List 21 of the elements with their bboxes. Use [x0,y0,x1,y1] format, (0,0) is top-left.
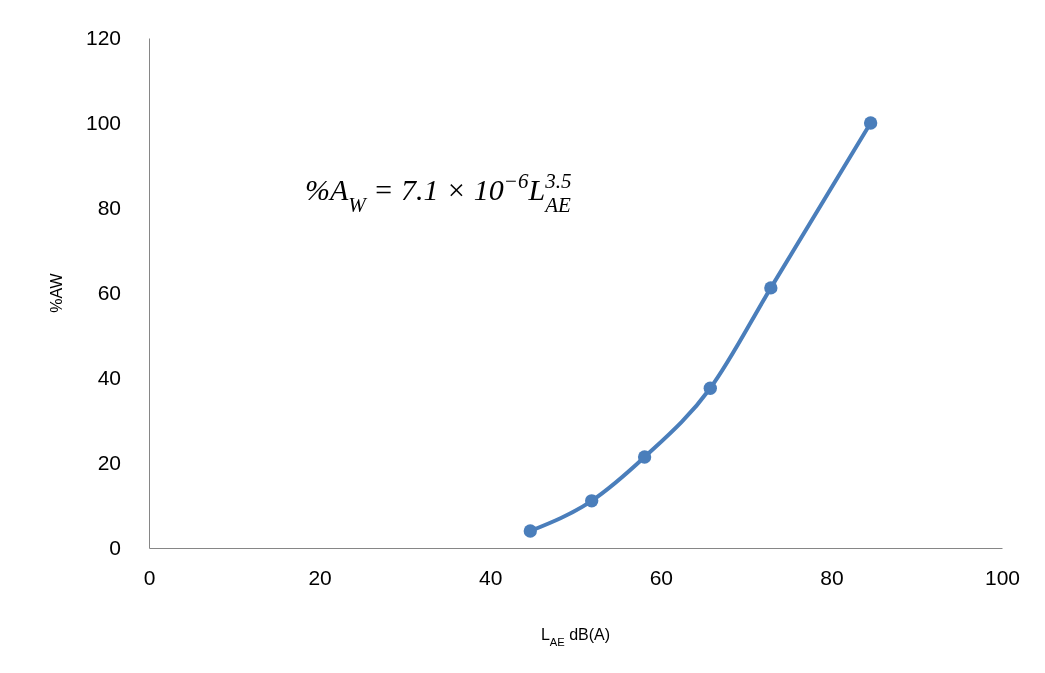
y-tick-label: 40 [97,366,121,390]
y-tick-label: 80 [97,196,121,220]
point [764,281,778,295]
point [585,494,599,508]
y-tick-label: 60 [97,281,121,305]
x-tick-label: 20 [308,565,332,589]
x-tick-label: 0 [143,565,156,589]
point [523,524,537,538]
point [703,381,717,395]
x-tick-label: 100 [984,565,1021,589]
x-tick-label: 60 [649,565,673,589]
y-tick-label: 100 [85,111,121,135]
y-axis-title: %AW [48,272,65,313]
y-tick-label: 0 [109,536,121,560]
point [637,450,652,464]
y-tick-label: 120 [85,26,121,50]
x-tick-label: 40 [479,565,503,589]
point [863,116,878,130]
x-axis-title: L$_{AE}$ dB(A) [540,626,611,648]
y-tick-label: 20 [97,451,121,475]
x-tick-label: 80 [820,565,844,589]
